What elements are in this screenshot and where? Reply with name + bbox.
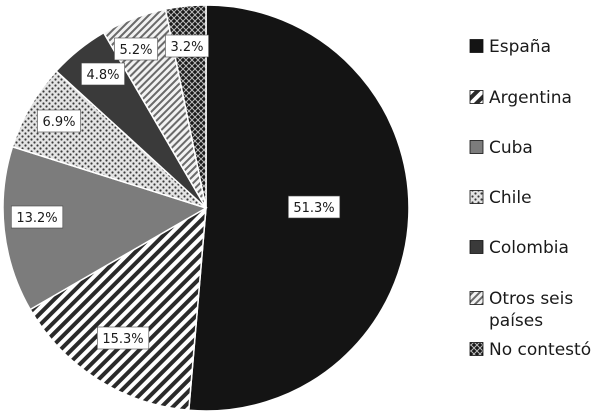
slice-value-box bbox=[114, 37, 158, 61]
legend-item-españa: España bbox=[469, 37, 551, 57]
slice-value-label: 5.2% bbox=[114, 37, 158, 61]
slice-value-text: 3.2% bbox=[170, 40, 203, 55]
legend-label-line: Otros seis bbox=[489, 289, 573, 309]
legend-label-line: Chile bbox=[489, 188, 532, 208]
slice-value-box bbox=[97, 326, 150, 350]
slice-value-label: 15.3% bbox=[97, 326, 150, 350]
legend-item-no-contestó: No contestó bbox=[469, 340, 591, 360]
slice-value-label: 3.2% bbox=[165, 34, 209, 58]
legend-label-line: Colombia bbox=[489, 238, 569, 258]
legend-label: Otros seis países bbox=[489, 289, 573, 331]
legend-label: Chile bbox=[489, 188, 532, 208]
pie-slice-cuba bbox=[2, 145, 208, 311]
slice-value-label: 6.9% bbox=[37, 109, 81, 133]
legend-label: Colombia bbox=[489, 238, 569, 258]
slice-value-box bbox=[37, 109, 81, 133]
slice-value-text: 13.2% bbox=[16, 211, 57, 226]
legend-item-chile: Chile bbox=[469, 188, 532, 208]
legend-label: Cuba bbox=[489, 138, 533, 158]
legend-label-line: Cuba bbox=[489, 138, 533, 158]
legend-item-otros-seis-países: Otros seis países bbox=[469, 289, 573, 331]
slice-value-text: 4.8% bbox=[86, 68, 119, 83]
legend-swatch bbox=[469, 291, 484, 305]
pie-slice-labels: 51.3% 15.3% 13.2% 6.9% 4.8%5.2% 3.2% bbox=[11, 34, 341, 350]
slice-value-text: 5.2% bbox=[119, 43, 152, 58]
legend-swatch bbox=[469, 342, 484, 356]
legend-swatch bbox=[469, 140, 484, 154]
slice-value-label: 13.2% bbox=[11, 205, 64, 229]
slice-value-box bbox=[165, 34, 209, 58]
slice-value-text: 15.3% bbox=[102, 332, 143, 347]
slice-value-label: 4.8% bbox=[81, 62, 125, 86]
legend: España Argentina Cuba Chile Colombia Otros se… bbox=[469, 37, 591, 360]
legend-swatch bbox=[469, 90, 484, 104]
slice-value-box bbox=[81, 62, 125, 86]
legend-label: No contestó bbox=[489, 340, 591, 360]
legend-item-colombia: Colombia bbox=[469, 238, 569, 258]
pie-slices bbox=[2, 4, 410, 412]
legend-label-line: España bbox=[489, 37, 551, 57]
slice-value-box bbox=[11, 205, 64, 229]
legend-swatch bbox=[469, 240, 484, 254]
legend-label: España bbox=[489, 37, 551, 57]
legend-item-cuba: Cuba bbox=[469, 138, 533, 158]
slice-value-text: 51.3% bbox=[293, 201, 334, 216]
legend-label-line: países bbox=[489, 311, 543, 331]
slice-value-text: 6.9% bbox=[42, 115, 75, 130]
slice-value-box bbox=[287, 195, 341, 219]
legend-swatch bbox=[469, 190, 484, 204]
legend-label: Argentina bbox=[489, 88, 572, 108]
pie-slice-argentina bbox=[29, 206, 207, 412]
legend-swatch bbox=[469, 39, 484, 53]
legend-label-line: No contestó bbox=[489, 340, 591, 360]
legend-label-line: Argentina bbox=[489, 88, 572, 108]
slice-value-label: 51.3% bbox=[287, 195, 341, 219]
legend-item-argentina: Argentina bbox=[469, 88, 572, 108]
